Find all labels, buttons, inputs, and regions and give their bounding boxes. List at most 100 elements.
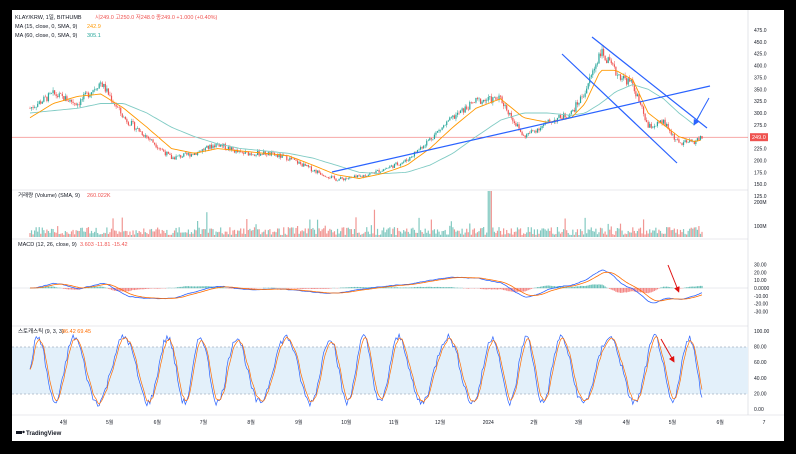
macd-hist-bar: [401, 287, 403, 289]
red-arrow-annotation-stoch[interactable]: [660, 338, 675, 363]
macd-hist-bar: [363, 287, 365, 289]
candle-body: [146, 135, 148, 137]
volume-bar: [578, 234, 580, 237]
macd-hist-bar: [249, 288, 251, 289]
support-trendline[interactable]: [331, 85, 711, 173]
candle-body: [612, 63, 614, 65]
volume-bar: [369, 234, 371, 237]
volume-bar: [349, 229, 351, 237]
channel-upper-trendline[interactable]: [591, 36, 708, 129]
chart-canvas[interactable]: KLAY/KRW, 1일, BITHUMB 시249.0 고250.0 저248…: [12, 10, 784, 441]
svg-text:200M: 200M: [754, 200, 767, 206]
candle-body: [81, 99, 83, 100]
macd-hist-bar: [329, 288, 331, 289]
candle-body: [255, 154, 257, 156]
volume-bar: [407, 231, 409, 237]
macd-hist-bar: [221, 287, 223, 289]
volume-bar: [447, 234, 449, 237]
macd-hist-bar: [622, 288, 625, 293]
volume-bar: [256, 229, 259, 237]
macd-values: 3.603 -11.81 -15.42: [80, 242, 128, 248]
candle-body: [543, 124, 545, 126]
candle-body: [233, 149, 236, 153]
volume-bar: [66, 232, 68, 237]
macd-hist-bar: [503, 288, 505, 291]
volume-bar: [647, 233, 649, 237]
candle-body: [149, 138, 151, 140]
macd-legend: MACD (12, 26, close, 9): [18, 242, 77, 248]
price-axis[interactable]: 475.0 450.0 425.0 400.0 375.0 350.0 325.0 300.0…: [754, 28, 767, 200]
candle-body: [561, 117, 563, 120]
candle-body: [499, 95, 502, 97]
candle-body: [619, 74, 622, 80]
volume-bar: [555, 233, 557, 237]
candle-body: [278, 154, 280, 158]
candle-body: [29, 108, 31, 109]
macd-hist-bar: [392, 287, 394, 289]
candle-body: [250, 153, 253, 155]
volume-bar: [552, 233, 554, 237]
candle-body: [393, 163, 396, 168]
macd-hist-bar: [126, 288, 128, 292]
volume-bar: [255, 224, 257, 237]
candle-body: [61, 93, 63, 97]
macd-hist-bar: [361, 287, 363, 289]
macd-hist-bar: [646, 288, 648, 294]
volume-bar: [170, 234, 173, 237]
volume-bar: [323, 228, 325, 237]
volume-bar: [626, 234, 628, 237]
candle-body: [661, 120, 663, 124]
time-tick-label: 11월: [389, 419, 399, 426]
macd-hist-bar: [447, 287, 449, 289]
candle-body: [667, 123, 669, 130]
volume-bar: [601, 228, 603, 237]
candle-body: [483, 99, 485, 102]
macd-hist-bar: [555, 286, 557, 289]
candle-body: [579, 96, 582, 103]
stoch-axis[interactable]: 100.00 80.00 60.00 40.00 20.00 0.00: [754, 329, 770, 413]
macd-hist-bar: [409, 287, 411, 289]
macd-hist-bar: [656, 288, 659, 290]
tradingview-logo[interactable]: TradingView: [16, 430, 62, 437]
macd-hist-bar: [204, 286, 206, 289]
volume-bar: [610, 226, 612, 237]
volume-bar: [144, 232, 146, 237]
blue-arrow-annotation[interactable]: [693, 97, 710, 126]
volume-bar: [55, 232, 57, 237]
candle-body: [310, 166, 313, 172]
candle-body: [138, 127, 140, 132]
macd-hist-bar: [186, 286, 188, 289]
volume-bar: [592, 231, 594, 237]
price-tick-label: 425.0: [754, 52, 767, 58]
candle-body: [413, 151, 416, 157]
volume-bar: [524, 234, 526, 237]
macd-hist-bar: [575, 286, 577, 289]
volume-bar: [155, 229, 157, 237]
candle-body: [272, 152, 274, 153]
volume-bar: [433, 229, 436, 237]
macd-hist-bar: [439, 287, 442, 289]
candle-body: [69, 99, 71, 102]
macd-hist-bar: [407, 287, 409, 289]
macd-hist-bar: [536, 287, 539, 289]
candle-body: [532, 130, 534, 131]
volume-axis[interactable]: 200M 100M: [754, 200, 767, 230]
volume-bar: [546, 230, 548, 237]
candle-body: [549, 119, 551, 123]
candle-body: [390, 165, 392, 167]
volume-bar: [475, 233, 477, 237]
candle-body: [527, 133, 529, 135]
macd-hist-bar: [360, 287, 362, 289]
time-tick-label: 9월: [295, 419, 303, 426]
candle-body: [252, 154, 254, 156]
candle-body: [453, 115, 456, 119]
macd-hist-bar: [158, 288, 160, 289]
time-axis[interactable]: 4월 5월 6월 7월 8월 9월 10월 11월 12월 2024 2월 3월 4월 5월 6월 7: [60, 419, 766, 426]
channel-lower-trendline[interactable]: [561, 53, 678, 164]
red-arrow-annotation-macd[interactable]: [667, 264, 680, 293]
volume-bar: [310, 228, 313, 237]
macd-hist-bar: [181, 286, 183, 289]
candle-body: [140, 131, 142, 132]
candle-body: [241, 151, 243, 153]
